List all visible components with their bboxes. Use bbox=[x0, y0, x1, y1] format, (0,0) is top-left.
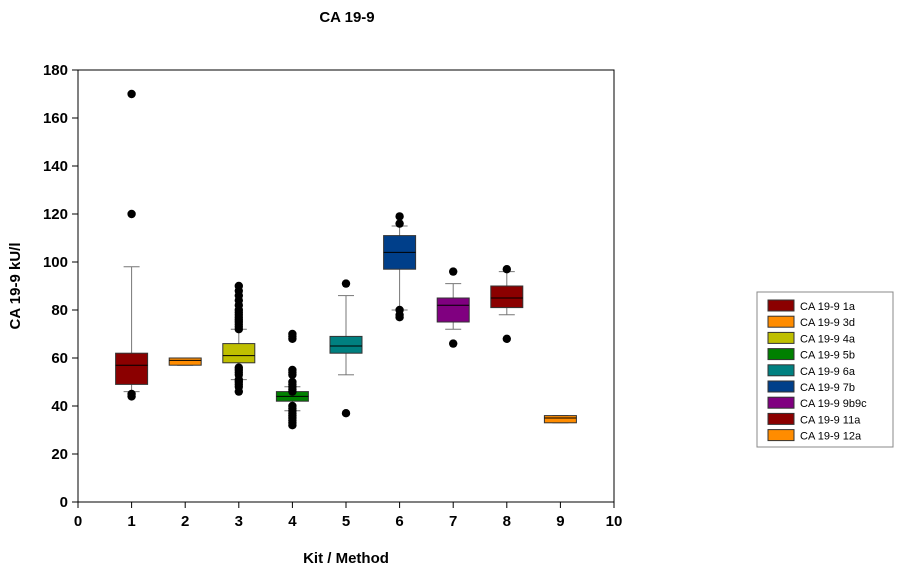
outlier-point bbox=[341, 279, 351, 288]
y-tick-label: 120 bbox=[43, 206, 68, 223]
outlier-point bbox=[288, 421, 297, 430]
legend-swatch bbox=[767, 380, 795, 393]
outlier-point bbox=[395, 219, 404, 228]
box bbox=[168, 357, 202, 366]
x-tick-label: 0 bbox=[74, 513, 82, 530]
legend-swatch bbox=[767, 331, 795, 344]
box bbox=[436, 297, 470, 323]
legend-swatch bbox=[767, 315, 795, 328]
outlier-point bbox=[234, 325, 243, 334]
box-series-3 bbox=[222, 281, 256, 396]
legend-label: CA 19-9 11a bbox=[800, 414, 861, 426]
y-axis-label: CA 19-9 kU/l bbox=[7, 243, 24, 330]
y-tick-label: 60 bbox=[51, 350, 68, 367]
box bbox=[222, 343, 256, 364]
y-tick-label: 0 bbox=[60, 494, 68, 511]
x-tick-label: 2 bbox=[181, 513, 189, 530]
legend-label: CA 19-9 7b bbox=[800, 382, 855, 394]
outlier-point bbox=[502, 334, 511, 343]
box-series-5 bbox=[329, 279, 363, 418]
outlier-point bbox=[127, 89, 136, 99]
legend-swatch bbox=[767, 364, 795, 377]
x-axis-label: Kit / Method bbox=[303, 550, 389, 567]
box-series-1 bbox=[115, 89, 149, 401]
chart-title: CA 19-9 bbox=[319, 9, 374, 26]
outlier-point bbox=[449, 339, 458, 348]
box-series-8 bbox=[490, 265, 524, 343]
legend-label: CA 19-9 5b bbox=[800, 350, 855, 362]
outlier-point bbox=[127, 209, 136, 219]
legend-swatch bbox=[767, 429, 795, 442]
outlier-point bbox=[395, 313, 404, 322]
x-tick-label: 1 bbox=[127, 513, 135, 530]
y-tick-label: 100 bbox=[43, 254, 68, 271]
box-series-4 bbox=[275, 329, 309, 430]
box bbox=[329, 335, 363, 354]
y-tick-label: 20 bbox=[51, 446, 68, 463]
legend-label: CA 19-9 9b9c bbox=[800, 398, 867, 410]
legend: CA 19-9 1a CA 19-9 3d CA 19-9 4a CA 19-9 5b… bbox=[756, 291, 894, 448]
y-tick-label: 80 bbox=[51, 302, 68, 319]
outlier-point bbox=[288, 334, 297, 343]
box-series-9 bbox=[543, 415, 577, 424]
box-series-group bbox=[115, 89, 577, 430]
x-tick-label: 9 bbox=[556, 513, 564, 530]
y-tick-label: 40 bbox=[51, 398, 68, 415]
x-tick-label: 4 bbox=[288, 513, 297, 530]
legend-label: CA 19-9 12a bbox=[800, 431, 862, 443]
x-axis: 0 1 2 3 4 5 6 7 8 9 10 bbox=[74, 502, 623, 530]
y-tick-label: 140 bbox=[43, 158, 68, 175]
x-tick-label: 10 bbox=[606, 513, 623, 530]
legend-label: CA 19-9 1a bbox=[800, 301, 856, 313]
x-tick-label: 7 bbox=[449, 513, 457, 530]
legend-label: CA 19-9 4a bbox=[800, 333, 856, 345]
outlier-point bbox=[234, 387, 243, 396]
box bbox=[490, 285, 524, 309]
y-axis: 0 20 40 60 80 100 120 140 160 180 bbox=[43, 62, 78, 511]
x-tick-label: 6 bbox=[395, 513, 403, 530]
box-series-6 bbox=[383, 212, 417, 322]
outlier-point bbox=[288, 387, 297, 396]
x-tick-label: 8 bbox=[503, 513, 511, 530]
outlier-point bbox=[395, 212, 404, 221]
box-series-7 bbox=[436, 267, 470, 348]
outlier-point bbox=[127, 392, 136, 401]
x-tick-label: 3 bbox=[235, 513, 243, 530]
box-series-2 bbox=[168, 357, 202, 366]
legend-swatch bbox=[767, 396, 795, 409]
legend-swatch bbox=[767, 348, 795, 361]
outlier-point bbox=[502, 265, 511, 274]
legend-label: CA 19-9 6a bbox=[800, 366, 856, 378]
box bbox=[115, 352, 149, 385]
legend-label: CA 19-9 3d bbox=[800, 317, 855, 329]
y-tick-label: 160 bbox=[43, 110, 68, 127]
outlier-point bbox=[288, 370, 297, 379]
legend-swatch bbox=[767, 412, 795, 425]
box bbox=[543, 415, 577, 424]
x-tick-label: 5 bbox=[342, 513, 350, 530]
legend-swatch bbox=[767, 299, 795, 312]
y-tick-label: 180 bbox=[43, 62, 68, 79]
outlier-point bbox=[449, 267, 458, 276]
outlier-point bbox=[341, 409, 351, 418]
